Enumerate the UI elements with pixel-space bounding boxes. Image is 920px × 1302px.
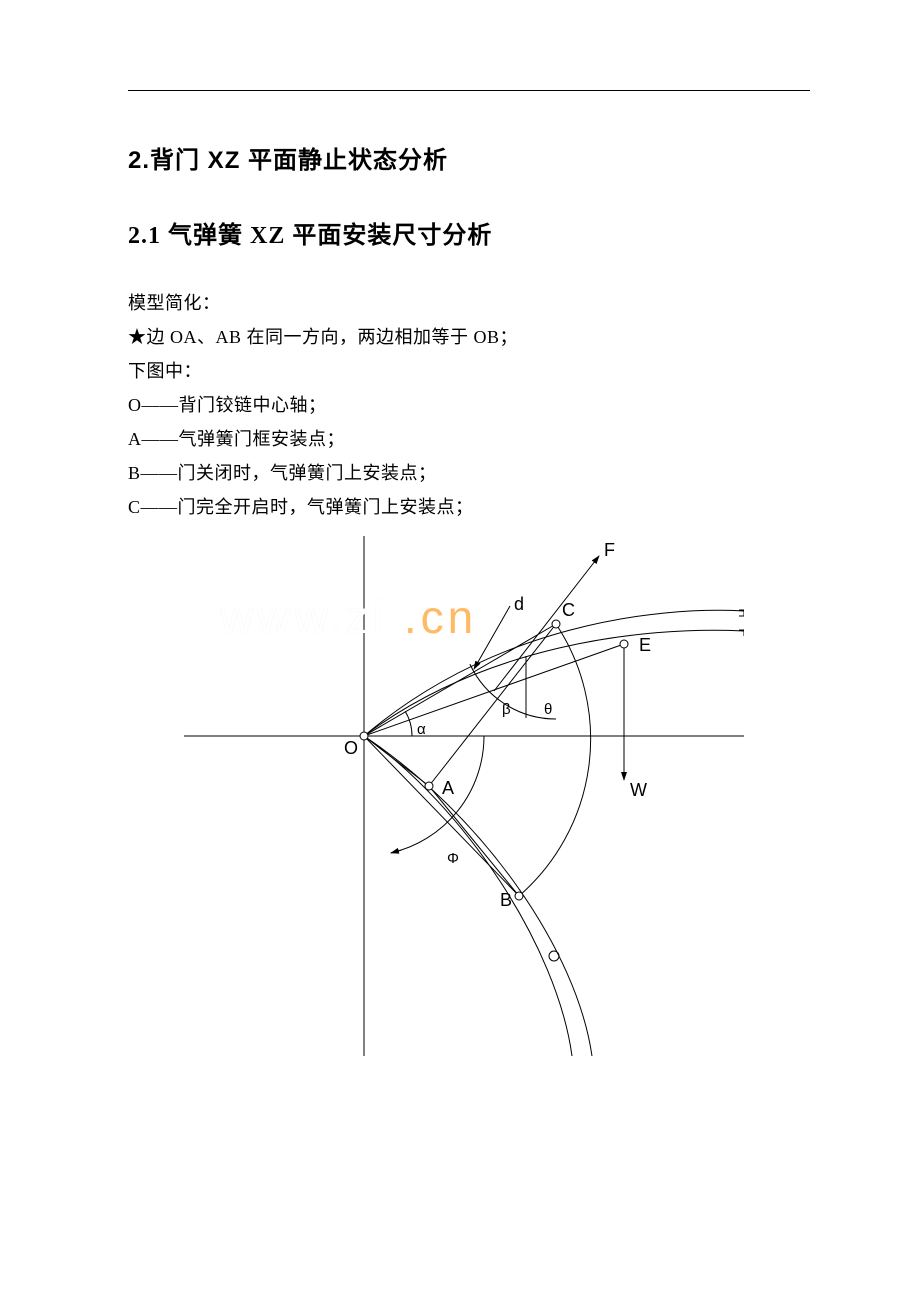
svg-text:W: W <box>630 780 647 800</box>
svg-text:B: B <box>500 890 512 910</box>
svg-text:θ: θ <box>544 701 552 718</box>
svg-text:F: F <box>604 540 615 560</box>
body-line-5: B——门关闭时，气弹簧门上安装点； <box>128 456 800 490</box>
top-horizontal-rule <box>128 90 810 91</box>
svg-text:β: β <box>502 701 511 718</box>
svg-text:O: O <box>344 738 358 758</box>
body-line-4: A——气弹簧门框安装点； <box>128 422 800 456</box>
body-line-0: 模型简化： <box>128 286 800 320</box>
svg-text:d: d <box>514 594 524 614</box>
document-page: 2.背门 XZ 平面静止状态分析 2.1 气弹簧 XZ 平面安装尺寸分析 模型简… <box>0 0 920 1096</box>
section-heading-2: 2.背门 XZ 平面静止状态分析 <box>128 140 800 175</box>
body-line-6: C——门完全开启时，气弹簧门上安装点； <box>128 490 800 524</box>
gas-spring-diagram: F C Ed O A B Wα β θ Φ <box>184 536 744 1056</box>
body-line-2: 下图中： <box>128 354 800 388</box>
svg-text:Φ: Φ <box>447 850 459 867</box>
svg-text:α: α <box>417 721 426 738</box>
body-line-3: O——背门铰链中心轴； <box>128 388 800 422</box>
diagram-container: F C Ed O A B Wα β θ Φ <box>128 536 800 1056</box>
svg-text:E: E <box>639 635 651 655</box>
section-heading-2-1: 2.1 气弹簧 XZ 平面安装尺寸分析 <box>128 215 800 250</box>
body-line-1: ★边 OA、AB 在同一方向，两边相加等于 OB； <box>128 320 800 354</box>
svg-text:C: C <box>562 600 575 620</box>
svg-text:A: A <box>442 778 454 798</box>
